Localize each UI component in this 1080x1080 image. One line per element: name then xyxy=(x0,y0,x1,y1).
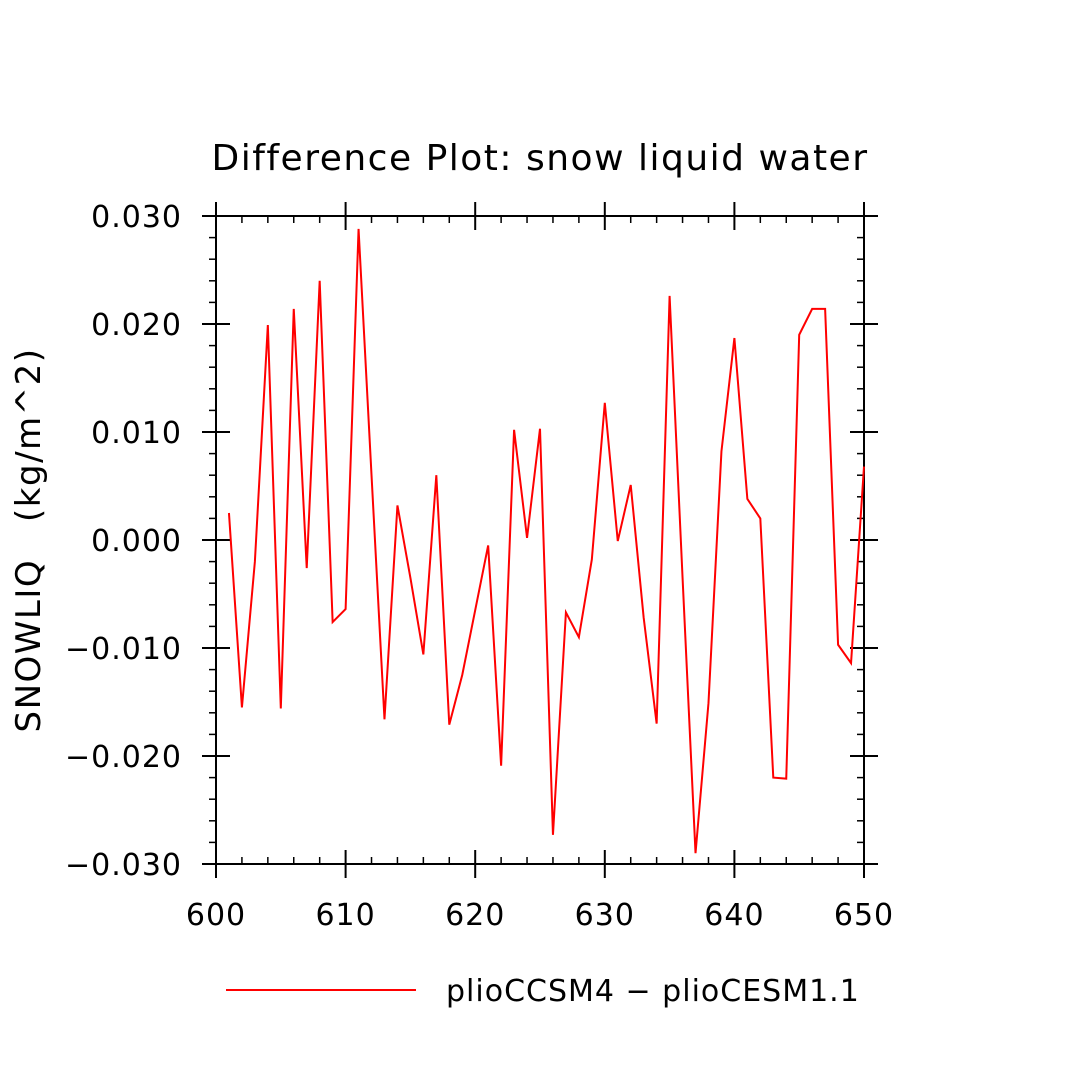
x-tick-label: 600 xyxy=(186,898,246,933)
y-tick-label: −0.020 xyxy=(65,740,182,775)
axis-ticks xyxy=(202,202,878,878)
legend-label: plioCCSM4 − plioCESM1.1 xyxy=(446,974,860,1009)
y-tick-label: 0.010 xyxy=(91,416,182,451)
y-axis-label: SNOWLIQ (kg/m^2) xyxy=(9,347,49,732)
x-tick-label: 650 xyxy=(834,898,894,933)
plot-frame xyxy=(215,215,865,865)
x-tick-label: 620 xyxy=(445,898,505,933)
x-tick-label: 630 xyxy=(575,898,635,933)
y-tick-label: 0.030 xyxy=(91,200,182,235)
series-layer xyxy=(227,228,865,854)
tick-labels: 600 610 620 630 640 650 −0.030 −0.020 −0.010 0.00… xyxy=(65,200,894,933)
x-tick-label: 640 xyxy=(704,898,764,933)
y-tick-label: −0.010 xyxy=(65,632,182,667)
chart-title: Difference Plot: snow liquid water xyxy=(211,138,868,179)
x-tick-label: 610 xyxy=(315,898,375,933)
legend: plioCCSM4 − plioCESM1.1 xyxy=(226,974,860,1009)
y-tick-label: 0.000 xyxy=(91,524,182,559)
y-tick-label: −0.030 xyxy=(65,848,182,883)
series-line xyxy=(227,228,865,854)
y-tick-label: 0.020 xyxy=(91,308,182,343)
